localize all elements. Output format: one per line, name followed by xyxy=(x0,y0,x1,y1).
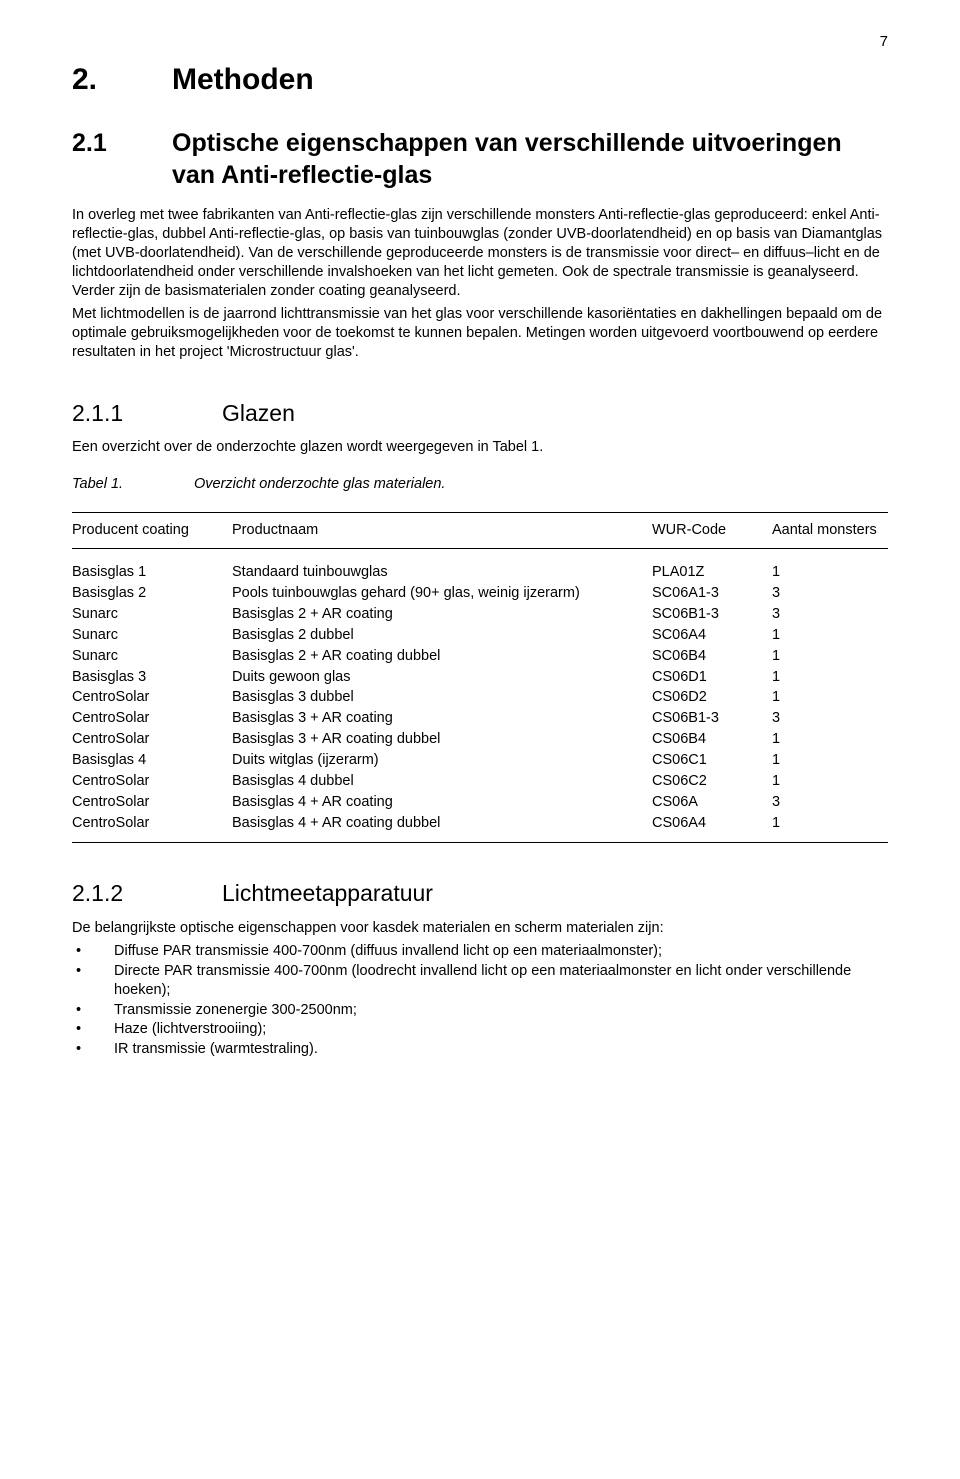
table-cell: Basisglas 1 xyxy=(72,562,232,583)
table-cell: 3 xyxy=(772,708,888,729)
table-cell: Pools tuinbouwglas gehard (90+ glas, wei… xyxy=(232,583,652,604)
column-header: WUR-Code xyxy=(652,513,772,549)
table-cell: 1 xyxy=(772,562,888,583)
heading-text: Optische eigenschappen van verschillende… xyxy=(172,127,888,192)
table-cell: 1 xyxy=(772,813,888,843)
table-cell: PLA01Z xyxy=(652,562,772,583)
heading-number: 2.1.2 xyxy=(72,879,222,909)
table-cell: 1 xyxy=(772,687,888,708)
table-row: CentroSolarBasisglas 4 dubbelCS06C21 xyxy=(72,771,888,792)
table-cell: Basisglas 4 xyxy=(72,750,232,771)
table-cell: Duits gewoon glas xyxy=(232,667,652,688)
table-cell: Basisglas 2 + AR coating xyxy=(232,604,652,625)
table-row: CentroSolarBasisglas 4 + AR coating dubb… xyxy=(72,813,888,843)
table-cell: CS06B1-3 xyxy=(652,708,772,729)
table-cell: Sunarc xyxy=(72,625,232,646)
table-cell: CS06C1 xyxy=(652,750,772,771)
heading-text: Methoden xyxy=(172,60,314,99)
table-cell: Basisglas 4 + AR coating xyxy=(232,792,652,813)
table-cell: CS06A xyxy=(652,792,772,813)
column-header: Aantal monsters xyxy=(772,513,888,549)
list-item: Diffuse PAR transmissie 400-700nm (diffu… xyxy=(72,942,888,962)
paragraph: Een overzicht over de onderzochte glazen… xyxy=(72,438,888,457)
heading-number: 2. xyxy=(72,60,172,99)
page-number: 7 xyxy=(72,32,888,52)
table-cell: CentroSolar xyxy=(72,771,232,792)
table-cell: CentroSolar xyxy=(72,813,232,843)
glass-materials-table: Producent coating Productnaam WUR-Code A… xyxy=(72,512,888,843)
table-cell: Basisglas 2 + AR coating dubbel xyxy=(232,646,652,667)
table-cell: CS06A4 xyxy=(652,813,772,843)
table-label: Tabel 1. xyxy=(72,475,194,494)
table-row: SunarcBasisglas 2 dubbelSC06A41 xyxy=(72,625,888,646)
heading-text: Lichtmeetapparatuur xyxy=(222,879,433,909)
heading-number: 2.1.1 xyxy=(72,399,222,429)
table-row: Basisglas 4Duits witglas (ijzerarm)CS06C… xyxy=(72,750,888,771)
paragraph: De belangrijkste optische eigenschappen … xyxy=(72,919,888,938)
table-cell: Basisglas 4 + AR coating dubbel xyxy=(232,813,652,843)
table-row: CentroSolarBasisglas 3 + AR coating dubb… xyxy=(72,729,888,750)
table-caption: Tabel 1. Overzicht onderzochte glas mate… xyxy=(72,475,888,494)
table-row: CentroSolarBasisglas 4 + AR coatingCS06A… xyxy=(72,792,888,813)
paragraph: Met lichtmodellen is de jaarrond lichttr… xyxy=(72,305,888,362)
table-row: Basisglas 1Standaard tuinbouwglasPLA01Z1 xyxy=(72,562,888,583)
table-cell: 1 xyxy=(772,646,888,667)
heading-number: 2.1 xyxy=(72,127,172,160)
list-item: Haze (lichtverstrooiing); xyxy=(72,1020,888,1040)
table-cell: 1 xyxy=(772,771,888,792)
table-cell: CS06C2 xyxy=(652,771,772,792)
table-cell: Basisglas 3 + AR coating dubbel xyxy=(232,729,652,750)
heading-2-1-1: 2.1.1 Glazen xyxy=(72,399,888,429)
column-header: Productnaam xyxy=(232,513,652,549)
paragraph: In overleg met twee fabrikanten van Anti… xyxy=(72,206,888,302)
heading-text: Glazen xyxy=(222,399,295,429)
heading-2-1-2: 2.1.2 Lichtmeetapparatuur xyxy=(72,879,888,909)
table-row: SunarcBasisglas 2 + AR coatingSC06B1-33 xyxy=(72,604,888,625)
table-row: SunarcBasisglas 2 + AR coating dubbelSC0… xyxy=(72,646,888,667)
table-cell: Duits witglas (ijzerarm) xyxy=(232,750,652,771)
table-cell: CS06D1 xyxy=(652,667,772,688)
table-row: CentroSolarBasisglas 3 + AR coatingCS06B… xyxy=(72,708,888,729)
table-cell: SC06A1-3 xyxy=(652,583,772,604)
list-item: Directe PAR transmissie 400-700nm (loodr… xyxy=(72,962,888,1001)
table-cell: Basisglas 2 xyxy=(72,583,232,604)
table-cell: Basisglas 2 dubbel xyxy=(232,625,652,646)
table-cell: CS06D2 xyxy=(652,687,772,708)
table-cell: 1 xyxy=(772,667,888,688)
table-cell: Basisglas 3 dubbel xyxy=(232,687,652,708)
table-cell: 1 xyxy=(772,625,888,646)
list-item: Transmissie zonenergie 300-2500nm; xyxy=(72,1001,888,1021)
list-item: IR transmissie (warmtestraling). xyxy=(72,1040,888,1060)
table-cell: CentroSolar xyxy=(72,792,232,813)
table-cell: Standaard tuinbouwglas xyxy=(232,562,652,583)
table-cell: Sunarc xyxy=(72,604,232,625)
table-cell: SC06B4 xyxy=(652,646,772,667)
table-cell: 1 xyxy=(772,729,888,750)
table-cell: Basisglas 4 dubbel xyxy=(232,771,652,792)
table-cell: CentroSolar xyxy=(72,708,232,729)
table-cell: CS06B4 xyxy=(652,729,772,750)
table-cell: Basisglas 3 xyxy=(72,667,232,688)
column-header: Producent coating xyxy=(72,513,232,549)
table-row: CentroSolarBasisglas 3 dubbelCS06D21 xyxy=(72,687,888,708)
table-cell: Sunarc xyxy=(72,646,232,667)
table-cell: 3 xyxy=(772,792,888,813)
table-row: Basisglas 3Duits gewoon glasCS06D11 xyxy=(72,667,888,688)
heading-2-1: 2.1 Optische eigenschappen van verschill… xyxy=(72,127,888,192)
properties-list: Diffuse PAR transmissie 400-700nm (diffu… xyxy=(72,942,888,1059)
table-cell: 3 xyxy=(772,604,888,625)
table-header-row: Producent coating Productnaam WUR-Code A… xyxy=(72,513,888,549)
table-cell: Basisglas 3 + AR coating xyxy=(232,708,652,729)
table-cell: 3 xyxy=(772,583,888,604)
table-cell: SC06B1-3 xyxy=(652,604,772,625)
table-caption-text: Overzicht onderzochte glas materialen. xyxy=(194,475,445,494)
table-row: Basisglas 2Pools tuinbouwglas gehard (90… xyxy=(72,583,888,604)
table-spacer-row xyxy=(72,548,888,562)
table-cell: 1 xyxy=(772,750,888,771)
table-cell: CentroSolar xyxy=(72,687,232,708)
table-cell: CentroSolar xyxy=(72,729,232,750)
heading-methoden: 2. Methoden xyxy=(72,60,888,99)
table-cell: SC06A4 xyxy=(652,625,772,646)
